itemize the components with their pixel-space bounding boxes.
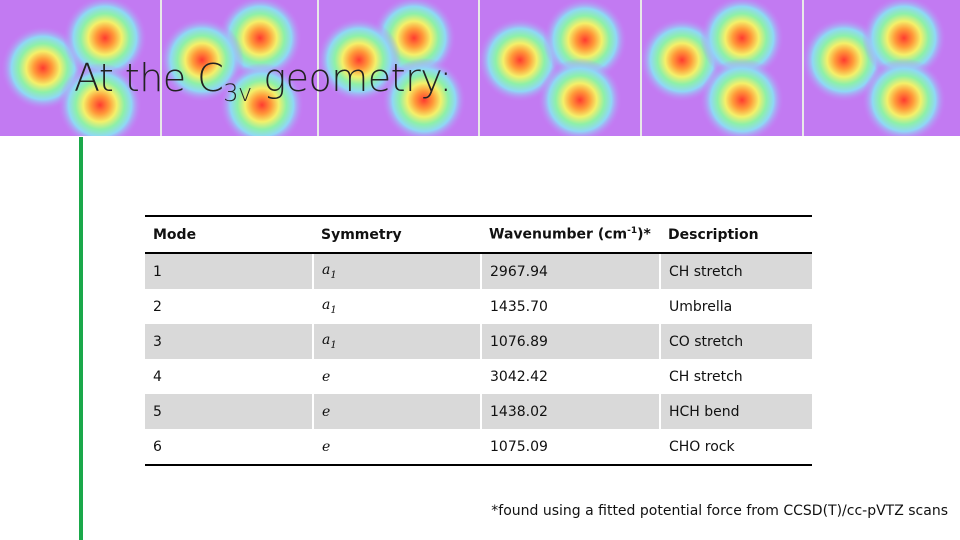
- table-cell: 1435.70: [480, 289, 660, 324]
- table-cell: HCH bend: [659, 394, 812, 429]
- column-header: Description: [660, 215, 812, 254]
- symmetry-label: e: [322, 368, 331, 385]
- slide-title: At the C3v geometry:: [74, 56, 452, 107]
- table-row: 6 e 1075.09 CHO rock: [145, 429, 812, 466]
- symmetry-cell: e: [312, 359, 481, 394]
- table-cell: 1438.02: [480, 394, 660, 429]
- column-header: Symmetry: [313, 215, 481, 254]
- footnote: *found using a fitted potential force fr…: [491, 503, 948, 519]
- modes-table: Mode Symmetry Wavenumber (cm-1)* Descriptio…: [145, 215, 812, 466]
- banner-tile: [162, 0, 304, 136]
- table-cell: 3042.42: [480, 359, 660, 394]
- table-cell: 2967.94: [480, 253, 660, 289]
- table-cell: Umbrella: [659, 289, 812, 324]
- symmetry-subscript: 1: [330, 304, 337, 316]
- symmetry-subscript: 1: [330, 269, 337, 281]
- symmetry-label: a: [322, 297, 331, 314]
- header-text: )*: [637, 226, 651, 243]
- table-row: 1 a1 2967.94 CH stretch: [145, 253, 812, 289]
- column-header: Mode: [145, 215, 313, 254]
- title-tail: geometry:: [251, 56, 452, 100]
- banner-tile: [642, 0, 784, 136]
- symmetry-cell: a1: [312, 253, 481, 289]
- table-row: 3 a1 1076.89 CO stretch: [145, 324, 812, 359]
- table-cell: 1075.09: [480, 429, 660, 466]
- symmetry-label: a: [322, 262, 331, 279]
- table-row: 5 e 1438.02 HCH bend: [145, 394, 812, 429]
- symmetry-label: e: [322, 403, 331, 420]
- table-cell: CO stretch: [659, 324, 812, 359]
- symmetry-cell: a1: [312, 324, 481, 359]
- symmetry-label: e: [322, 438, 331, 455]
- header-row: Mode Symmetry Wavenumber (cm-1)* Descriptio…: [145, 215, 812, 254]
- column-header: Wavenumber (cm-1)*: [481, 215, 660, 254]
- table-row: 2 a1 1435.70 Umbrella: [145, 289, 812, 324]
- symmetry-cell: a1: [312, 289, 481, 324]
- table-cell: 3: [145, 324, 313, 359]
- symmetry-subscript: 1: [330, 339, 337, 351]
- table-cell: 1076.89: [480, 324, 660, 359]
- table-cell: 2: [153, 298, 162, 315]
- title-subscript: 3v: [223, 79, 252, 107]
- symmetry-cell: e: [312, 394, 481, 429]
- table-cell: 1: [145, 253, 313, 289]
- banner-tile: [1, 0, 147, 136]
- accent-bar: [79, 137, 83, 540]
- header-text: Wavenumber (cm: [489, 226, 628, 243]
- table-cell: CHO rock: [659, 429, 812, 466]
- table-cell: CH stretch: [659, 359, 812, 394]
- table-row: 4 e 3042.42 CH stretch: [145, 359, 812, 394]
- table-cell: 4: [153, 368, 162, 385]
- table-cell: 6: [145, 429, 313, 466]
- table-cell: 5: [145, 394, 313, 429]
- title-text: At the C: [74, 56, 224, 100]
- banner-tile: [319, 0, 466, 136]
- banner-tile: [480, 0, 627, 136]
- table-cell: CH stretch: [659, 253, 812, 289]
- symmetry-label: a: [322, 332, 331, 349]
- symmetry-cell: e: [312, 429, 481, 466]
- banner-tile: [804, 0, 946, 136]
- header-superscript: -1: [627, 226, 638, 237]
- banner: [0, 0, 960, 136]
